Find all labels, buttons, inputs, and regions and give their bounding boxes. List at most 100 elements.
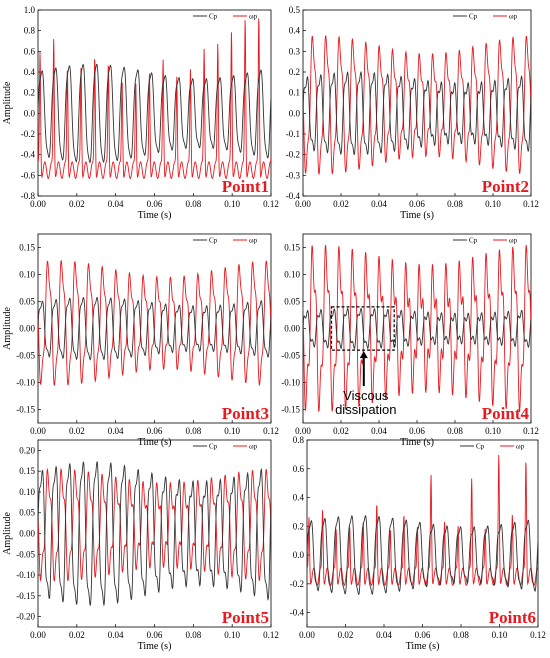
x-axis-label: Time (s) (400, 210, 434, 221)
x-tick-label: 0.08 (447, 199, 463, 209)
y-tick-label: -0.10 (281, 378, 300, 388)
x-tick-label: 0.12 (523, 199, 539, 209)
chart-panel-3: -0.15 -0.10 -0.05 0.00 0.05 0.10 0.15 0.00 0.02 0… (2, 233, 279, 448)
y-tick-label: -0.15 (281, 405, 300, 415)
x-tick-label: 0.10 (485, 199, 501, 209)
x-tick-label: 0.00 (30, 426, 46, 436)
y-tick-label: -0.2 (290, 579, 304, 589)
y-tick-label: 0.5 (289, 5, 301, 15)
legend-entry: ωp (509, 237, 518, 245)
legend-entry: ωp (516, 443, 525, 451)
y-tick-label: -0.10 (16, 378, 35, 388)
y-tick-label: 0.6 (293, 464, 305, 474)
point-label: Point2 (482, 177, 529, 196)
x-tick-label: 0.00 (299, 630, 315, 640)
y-tick-label: -0.4 (286, 191, 301, 201)
x-tick-label: 0.06 (147, 630, 163, 640)
y-tick-label: 0.05 (19, 508, 35, 518)
chart-panel-1: -0.8 -0.6 -0.4 -0.2 0.0 0.2 0.4 0.6 0.8 1.0 0.00 0.… (2, 5, 279, 221)
y-tick-label: 0.1 (289, 88, 300, 98)
y-tick-label: 0.05 (19, 297, 35, 307)
y-tick-label: -0.05 (16, 351, 35, 361)
x-axis-label: Time (s) (406, 641, 440, 652)
x-tick-label: 0.00 (295, 199, 311, 209)
x-tick-label: 0.08 (447, 426, 463, 436)
x-tick-label: 0.00 (295, 426, 311, 436)
y-tick-label: 0.8 (293, 435, 305, 445)
y-tick-label: -0.3 (286, 170, 301, 180)
x-axis-label: Time (s) (138, 641, 172, 652)
chart-panel-6: -0.4 -0.2 0.0 0.2 0.4 0.6 0.8 0.00 0.02 0.04 0.06 0… (290, 435, 546, 652)
y-axis-label: Amplitude (2, 81, 13, 124)
y-tick-label: 0.00 (19, 529, 35, 539)
x-tick-label: 0.06 (147, 199, 163, 209)
y-tick-label: 0.20 (19, 445, 35, 455)
legend-entry: Cp (209, 443, 218, 451)
x-tick-label: 0.04 (108, 426, 124, 436)
x-tick-label: 0.12 (523, 426, 539, 436)
y-tick-label: 0.10 (284, 270, 300, 280)
legend-entry: Cp (469, 13, 478, 21)
y-tick-label: 0.15 (19, 466, 35, 476)
y-tick-label: 0.4 (293, 493, 305, 503)
y-axis-label: Amplitude (2, 307, 13, 350)
series-line-cp (38, 63, 271, 164)
chart-panel-4: -0.15 -0.10 -0.05 0.00 0.05 0.10 0.15 0.00 0.02 0… (281, 233, 539, 448)
y-tick-label: 0.00 (284, 324, 300, 334)
series-line-cp (307, 514, 538, 596)
x-tick-label: 0.12 (263, 630, 279, 640)
legend-entry: Cp (209, 13, 218, 21)
point-label: Point3 (222, 404, 269, 423)
x-tick-label: 0.10 (224, 630, 240, 640)
legend-entry: Cp (209, 237, 218, 245)
y-tick-label: 0.0 (289, 108, 301, 118)
legend-entry: ωp (509, 13, 518, 21)
x-tick-label: 0.02 (338, 630, 354, 640)
x-tick-label: 0.02 (333, 199, 349, 209)
x-tick-label: 0.04 (108, 630, 124, 640)
y-tick-label: -0.10 (16, 570, 35, 580)
annotation-text: dissipation (335, 402, 396, 417)
x-tick-label: 0.04 (371, 199, 387, 209)
y-tick-label: -0.05 (281, 351, 300, 361)
x-tick-label: 0.04 (371, 426, 387, 436)
x-tick-label: 0.12 (263, 199, 279, 209)
point-label: Point5 (222, 608, 269, 627)
chart-panel-2: -0.4 -0.3 -0.2 -0.1 0.0 0.1 0.2 0.3 0.4 0.5 0.00 0.… (286, 5, 539, 221)
y-tick-label: 0.0 (24, 108, 36, 118)
annotation-text: Viscous (343, 388, 389, 403)
y-tick-label: -0.2 (286, 150, 300, 160)
x-axis-label: Time (s) (138, 210, 172, 221)
x-tick-label: 0.02 (69, 199, 85, 209)
annotation-arrowhead (359, 351, 368, 359)
y-tick-label: 0.6 (24, 46, 36, 56)
x-tick-label: 0.06 (147, 426, 163, 436)
y-tick-label: 0.4 (289, 26, 301, 36)
point-label: Point6 (489, 608, 536, 627)
legend-entry: Cp (476, 443, 485, 451)
legend-entry: Cp (469, 237, 478, 245)
legend-entry: ωp (249, 13, 258, 21)
series-line-cp (38, 296, 271, 361)
y-tick-label: 0.15 (19, 243, 35, 253)
y-tick-label: 0.2 (293, 521, 304, 531)
y-tick-label: -0.15 (16, 405, 35, 415)
x-tick-label: 0.08 (185, 630, 201, 640)
x-tick-label: 0.08 (453, 630, 469, 640)
x-tick-label: 0.10 (492, 630, 508, 640)
x-tick-label: 0.00 (30, 199, 46, 209)
y-tick-label: -0.4 (290, 608, 305, 618)
x-tick-label: 0.10 (224, 426, 240, 436)
x-axis-label: Time (s) (138, 437, 172, 448)
y-tick-label: 0.2 (24, 88, 35, 98)
x-tick-label: 0.08 (185, 426, 201, 436)
series-line-wp (303, 35, 531, 175)
y-tick-label: -0.8 (21, 191, 36, 201)
y-tick-label: 0.05 (284, 297, 300, 307)
legend-entry: ωp (249, 237, 258, 245)
y-tick-label: 0.3 (289, 46, 301, 56)
x-tick-label: 0.02 (333, 426, 349, 436)
series-line-cp (303, 70, 531, 156)
plot-frame (306, 439, 539, 628)
